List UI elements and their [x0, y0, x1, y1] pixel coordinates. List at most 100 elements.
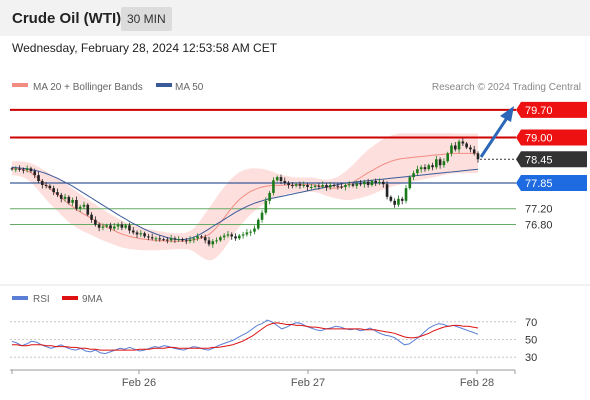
candle-body — [78, 206, 82, 209]
rsi-tick-label: 30 — [525, 352, 537, 364]
price-badge: 76.80 — [525, 220, 553, 232]
candle — [71, 197, 74, 206]
candle — [397, 195, 400, 207]
candle — [105, 223, 109, 229]
candle — [389, 195, 393, 203]
candle — [472, 145, 476, 156]
candle — [162, 237, 165, 242]
candle-body — [22, 169, 25, 171]
candle — [200, 234, 203, 239]
candle-body — [469, 147, 472, 150]
candle-body — [366, 181, 370, 185]
candle — [166, 237, 169, 244]
candle — [97, 222, 101, 232]
candle — [215, 237, 218, 244]
candle — [222, 233, 226, 241]
candle — [14, 166, 18, 173]
credit-text: Research © 2024 Trading Central — [432, 82, 581, 93]
candle-body — [298, 184, 302, 186]
price-badges-layer: 79.70 79.00 78.45 77.85 77.20 76.80 — [516, 101, 587, 232]
candle-body — [215, 240, 218, 242]
candle — [29, 166, 33, 173]
candle-body — [234, 236, 237, 239]
candle-body — [336, 185, 340, 187]
candle — [419, 165, 423, 173]
candle — [366, 178, 370, 188]
candle — [275, 175, 279, 182]
candle-body — [438, 159, 442, 166]
time-axis: Feb 26 Feb 27 Feb 28 — [10, 369, 516, 389]
candle-body — [381, 181, 385, 185]
candle — [173, 236, 177, 244]
candle — [56, 188, 59, 197]
candle-body — [408, 177, 412, 189]
candle — [211, 239, 215, 248]
candle — [203, 234, 207, 244]
candle — [370, 179, 374, 187]
price-badge: 77.85 — [516, 175, 587, 192]
candle — [22, 167, 25, 174]
candle — [135, 230, 139, 238]
candle-body — [147, 236, 150, 238]
candle-body — [25, 168, 29, 170]
instrument-title: Crude Oil (WTI) — [12, 10, 122, 27]
projection-arrow — [479, 106, 514, 158]
candle — [67, 195, 71, 205]
candle — [355, 180, 359, 189]
candle-body — [222, 235, 226, 238]
candle — [344, 182, 347, 191]
candle — [279, 174, 283, 185]
candle-body — [128, 225, 131, 231]
candle-body — [453, 145, 457, 150]
candle-body — [56, 192, 59, 195]
candle-body — [219, 237, 222, 241]
price-badge-label: 77.85 — [525, 178, 553, 190]
candle-body — [29, 168, 33, 172]
ma20-line — [12, 152, 478, 242]
candle — [465, 141, 468, 150]
rsi-legend-label: RSI — [33, 294, 50, 305]
candle — [184, 237, 188, 245]
price-badge-bg — [516, 129, 587, 146]
candle — [294, 182, 298, 188]
candle-body — [249, 231, 252, 233]
candle — [302, 181, 306, 188]
candle — [90, 212, 93, 223]
candle-body — [279, 177, 283, 182]
candle — [347, 181, 351, 188]
candle — [158, 235, 162, 242]
arrow-shaft — [479, 117, 509, 158]
candle-body — [476, 153, 480, 160]
candle-body — [404, 188, 408, 201]
candle-body — [33, 171, 37, 176]
candle-body — [241, 234, 245, 236]
candle-body — [450, 145, 453, 154]
candle — [226, 230, 230, 238]
candle — [457, 139, 461, 153]
candle — [287, 180, 290, 189]
candle — [10, 166, 14, 171]
candle-body — [169, 238, 173, 241]
candle-body — [260, 212, 264, 220]
candle-body — [423, 167, 427, 170]
price-badge: 79.00 — [516, 129, 587, 146]
candle-body — [226, 234, 230, 236]
rsi-ma-legend-swatch — [62, 296, 78, 300]
candle-body — [97, 224, 101, 228]
candle — [310, 183, 313, 190]
candle — [86, 203, 90, 217]
candle-body — [472, 149, 476, 154]
timeframe-button[interactable]: 30 MIN — [121, 7, 172, 31]
candle — [116, 222, 120, 231]
candle-body — [230, 234, 234, 237]
candle-body — [253, 228, 256, 232]
candle-body — [166, 239, 169, 241]
candle — [359, 179, 362, 187]
candle — [25, 165, 29, 173]
candle — [268, 190, 271, 205]
candle-body — [37, 175, 40, 182]
candle — [438, 157, 442, 169]
candle-body — [14, 168, 18, 170]
candle-body — [427, 165, 431, 170]
